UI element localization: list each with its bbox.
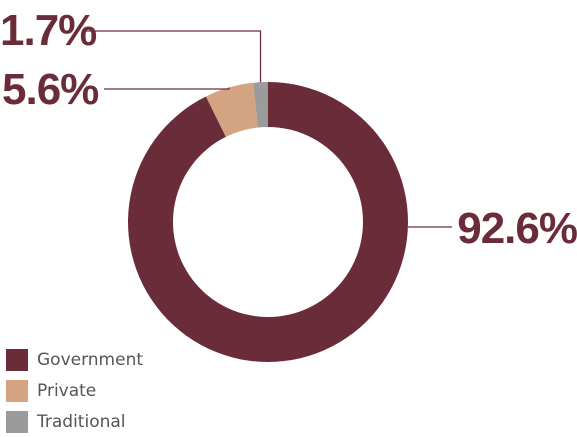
- legend-label-government: Government: [37, 349, 144, 370]
- slice-traditional: [253, 82, 268, 128]
- legend-swatch-private: [6, 379, 28, 402]
- label-government: 92.6%: [457, 204, 577, 253]
- legend-item-government: Government: [6, 344, 143, 375]
- legend-label-traditional: Traditional: [37, 411, 126, 432]
- slice-private: [205, 82, 258, 137]
- legend-swatch-traditional: [6, 410, 28, 433]
- leader-traditional: [86, 30, 262, 83]
- label-traditional: 1.7%: [0, 6, 96, 55]
- legend-item-private: Private: [6, 375, 143, 406]
- legend-item-traditional: Traditional: [6, 406, 143, 437]
- slice-government: [128, 82, 408, 362]
- legend-label-private: Private: [37, 380, 97, 401]
- leader-private: [104, 87, 230, 90]
- legend: Government Private Traditional: [6, 344, 143, 437]
- label-private: 5.6%: [2, 65, 98, 114]
- legend-swatch-government: [6, 348, 28, 371]
